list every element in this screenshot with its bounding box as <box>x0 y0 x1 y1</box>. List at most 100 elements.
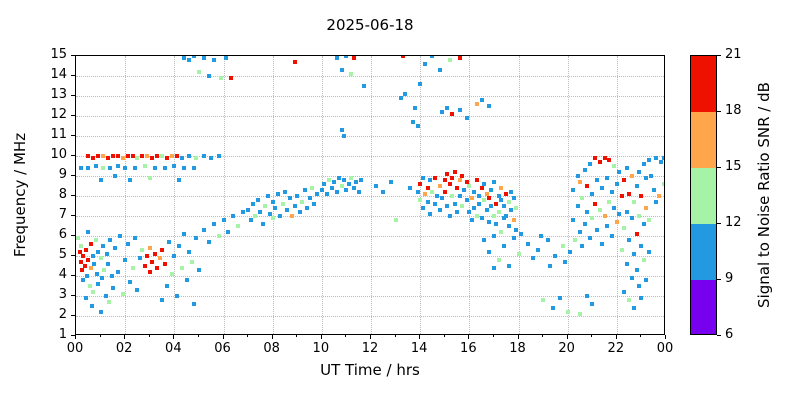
colorbar-segment <box>691 280 716 334</box>
data-point <box>81 278 86 282</box>
data-point <box>622 226 627 230</box>
data-point <box>152 252 157 256</box>
data-point <box>609 234 614 238</box>
colorbar-tick <box>717 167 721 168</box>
data-point <box>410 120 415 124</box>
data-point <box>80 268 85 272</box>
data-point <box>216 154 221 158</box>
data-point <box>120 292 125 296</box>
x-gridline <box>321 56 323 334</box>
data-point <box>76 236 81 240</box>
data-point <box>133 236 137 240</box>
data-point <box>312 202 317 206</box>
data-point <box>361 84 366 88</box>
y-tick-label: 14 <box>50 67 67 82</box>
data-point <box>192 166 196 170</box>
data-point <box>98 256 103 260</box>
data-point <box>82 264 87 268</box>
x-tick <box>75 335 76 339</box>
data-point <box>541 298 546 302</box>
data-point <box>150 260 155 264</box>
data-point <box>177 244 182 248</box>
y-gridline <box>76 176 664 177</box>
y-tick-label: 13 <box>50 87 67 102</box>
data-point <box>450 112 455 116</box>
data-point <box>450 194 455 198</box>
data-point <box>78 244 83 248</box>
data-point <box>275 192 280 196</box>
data-point <box>587 236 592 240</box>
data-point <box>125 242 130 246</box>
data-point <box>491 180 496 184</box>
data-point <box>373 184 378 188</box>
data-point <box>563 260 568 264</box>
data-point <box>447 57 452 62</box>
data-point <box>582 168 587 172</box>
data-point <box>142 264 147 268</box>
data-point <box>270 200 275 204</box>
data-point <box>432 176 437 180</box>
data-point <box>656 194 661 198</box>
data-point <box>327 178 332 182</box>
data-point <box>160 298 165 302</box>
data-point <box>221 218 226 222</box>
y-gridline <box>76 116 664 117</box>
data-point <box>624 262 629 266</box>
x-tick-label: 06 <box>214 341 231 356</box>
data-point <box>403 92 408 96</box>
data-point <box>511 196 516 200</box>
y-gridline <box>76 236 664 237</box>
x-tick-label: 08 <box>263 341 280 356</box>
data-point <box>241 210 246 214</box>
data-point <box>629 216 634 220</box>
data-point <box>398 96 403 100</box>
data-point <box>595 178 600 182</box>
data-point <box>128 178 133 182</box>
data-point <box>211 222 216 226</box>
data-point <box>77 250 82 254</box>
x-tick <box>271 335 273 339</box>
data-point <box>187 250 192 254</box>
data-point <box>102 268 107 272</box>
data-point <box>661 182 664 186</box>
data-point <box>457 178 462 182</box>
data-point <box>624 210 629 214</box>
data-point <box>558 296 563 300</box>
data-point <box>223 56 228 60</box>
data-point <box>201 228 206 232</box>
data-point <box>418 82 423 86</box>
data-point <box>474 214 479 218</box>
data-point <box>337 176 342 180</box>
y-tick-label: 3 <box>58 287 67 302</box>
data-point <box>504 214 509 218</box>
data-point <box>292 204 297 208</box>
y-tick-label: 12 <box>50 107 67 122</box>
data-point <box>174 294 179 298</box>
data-point <box>307 196 312 200</box>
data-point <box>619 194 624 198</box>
data-point <box>162 166 167 170</box>
data-point <box>600 242 605 246</box>
data-point <box>280 202 285 206</box>
data-point <box>506 264 511 268</box>
data-point <box>83 296 88 300</box>
plot-area <box>75 55 665 335</box>
data-point <box>128 280 133 284</box>
data-point <box>479 98 484 102</box>
data-point <box>580 244 585 248</box>
data-point <box>636 170 641 174</box>
data-point <box>110 286 115 290</box>
data-point <box>472 206 477 210</box>
data-point <box>169 154 174 158</box>
data-point <box>201 56 206 60</box>
x-tick <box>517 335 519 339</box>
colorbar-tick <box>717 111 721 112</box>
data-point <box>415 190 420 194</box>
data-point <box>324 192 329 196</box>
x-minor-tick <box>197 335 199 337</box>
data-point <box>133 166 137 170</box>
data-point <box>297 210 302 214</box>
data-point <box>255 198 260 202</box>
data-point <box>105 156 110 160</box>
data-point <box>632 306 637 310</box>
